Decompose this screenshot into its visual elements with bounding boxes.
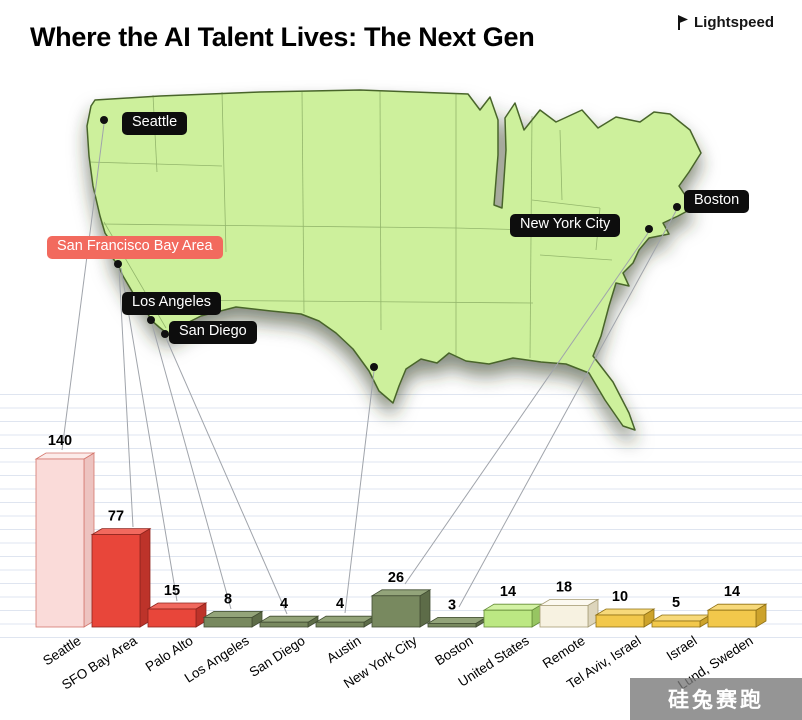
bar-front-face [315,621,365,628]
bar-top-face [370,589,432,597]
bar-seattle: 140 Seattle [34,433,96,668]
bar-category-label: San Diego [247,633,308,680]
bar-category-label: Seattle [40,633,83,668]
dot-los-angeles [147,316,155,324]
map-label-boston: Boston [684,190,750,213]
bar-top-face [90,528,152,535]
bar-austin: 4 Austin [314,596,376,666]
dot-seattle [100,116,108,124]
dot-san-diego [161,330,169,338]
city-dots [100,116,681,371]
bar-value: 14 [724,584,740,600]
bar-top-face [650,614,712,622]
dot-boston [673,203,681,211]
brand-name: Lightspeed [693,14,774,31]
bar-value: 8 [224,591,232,607]
bar-front-face [483,609,533,628]
bar-value: 140 [48,433,72,449]
bar-top-face [482,603,544,611]
bar-value: 15 [164,583,180,599]
bar-front-face [595,614,645,628]
bar-value: 5 [672,595,680,611]
bar-israel: 5 Israel [650,595,712,664]
bar-value: 4 [336,596,344,612]
bar-value: 3 [448,597,456,613]
page-title: Where the AI Talent Lives: The Next Gen [30,22,535,52]
bar-front-face [35,458,85,628]
us-map-shape [86,89,702,431]
bar-value: 10 [612,589,628,605]
dot-san-francisco [114,260,122,268]
bar-value: 14 [500,584,516,600]
bar-front-face [651,620,701,628]
map-label-sf-bay-area: San Francisco Bay Area [47,236,223,259]
bar-top-face [202,611,264,618]
bar-category-label: Boston [432,633,475,668]
watermark-badge: 硅兔赛跑 [630,678,802,720]
bar-value: 18 [556,579,572,595]
bar-boston: 3 Boston [426,597,488,668]
bar-remote: 18 Remote [538,579,600,671]
bar-front-face [91,534,141,628]
bar-top-face [426,617,488,624]
bar-front-face [203,617,253,628]
bar-top-face [594,608,656,616]
bar-value: 4 [280,596,288,612]
dot-austin [370,363,378,371]
bar-front-face [259,621,309,628]
bar-value: 26 [388,570,404,586]
lightspeed-flag-icon [677,15,688,30]
bar-top-face [706,603,768,611]
map-label-seattle: Seattle [122,112,188,135]
connector-lines [61,123,677,615]
bar-front-face [707,609,757,628]
bar-category-label: Austin [324,633,364,666]
bar-category-label: Israel [664,633,700,664]
bar-front-face [539,605,589,628]
bar-category-label: Remote [540,633,588,671]
bar-front-face [147,608,197,628]
bar-front-face [427,623,477,628]
bar-san-diego: 4 San Diego [247,596,320,680]
bar-top-face [314,615,376,623]
bar-top-face [34,452,96,460]
map-label-los-angeles: Los Angeles [122,292,222,315]
dot-new-york-city [645,225,653,233]
bar-side-face [419,589,431,628]
state-borders [88,89,613,359]
bar-top-face [146,602,208,610]
bar-value: 77 [108,509,124,525]
bar-top-face [538,599,600,606]
bar-top-face [258,615,320,623]
map-label-new-york-city: New York City [510,214,621,237]
brand-logo: Lightspeed [676,14,774,31]
bar-front-face [371,595,421,628]
map-label-san-diego: San Diego [169,321,257,344]
